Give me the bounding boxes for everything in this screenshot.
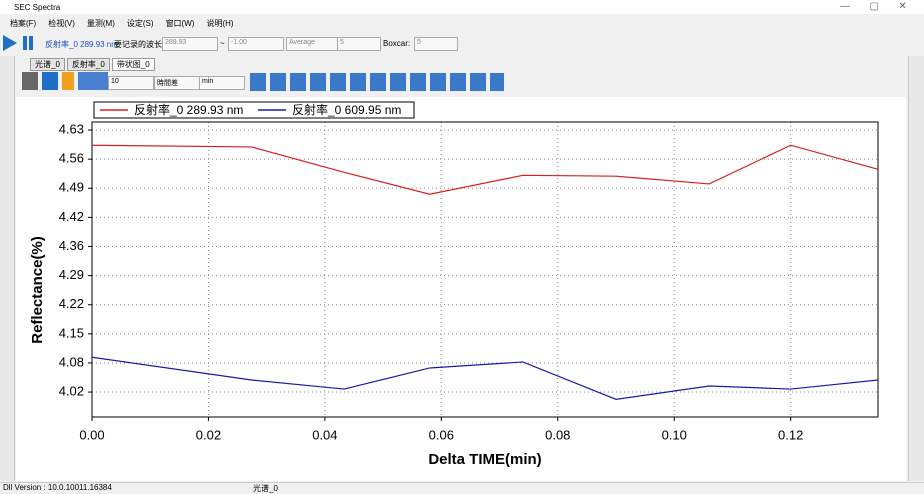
menu-item[interactable]: 设定(S) <box>126 19 154 28</box>
x-tick-label: 0.00 <box>79 427 104 442</box>
y-axis-title: Reflectance(%) <box>29 236 46 344</box>
right-dock <box>908 56 924 481</box>
x-tick-label: 0.02 <box>196 427 221 442</box>
avg-select[interactable]: 5 <box>337 37 381 51</box>
menu-item[interactable]: 量测(M) <box>86 19 115 28</box>
count-select[interactable]: 10 <box>108 76 154 90</box>
x-tick-label: 0.12 <box>778 427 803 442</box>
left-dock <box>0 56 15 481</box>
tab[interactable]: 带状图_0 <box>111 58 155 71</box>
series-line <box>91 144 879 195</box>
y-tick-label: 4.08 <box>59 354 84 369</box>
sep: ~ <box>220 39 225 48</box>
y-tick-label: 4.29 <box>59 267 84 282</box>
menu-item[interactable]: 说明(H) <box>206 19 234 28</box>
chart-area <box>16 97 906 481</box>
channel-label: 反射率_0 289.93 nm <box>45 40 118 49</box>
menu-item[interactable]: 窗口(W) <box>165 19 195 28</box>
wl-to[interactable]: -1.00 <box>228 37 284 51</box>
window-title: SEC Spectra <box>14 3 61 12</box>
x-axis-title: Delta TIME(min) <box>428 451 541 468</box>
y-tick-label: 4.49 <box>59 180 84 195</box>
status-item: 光谱_0 <box>253 484 278 493</box>
wl-from[interactable]: 289.93 <box>162 37 218 51</box>
boxcar-select[interactable]: 5 <box>414 37 458 51</box>
status-bar <box>0 482 924 493</box>
x-tick-label: 0.08 <box>545 427 570 442</box>
plot-frame <box>91 121 879 418</box>
y-tick-label: 4.63 <box>59 121 84 136</box>
y-tick-label: 4.56 <box>59 151 84 166</box>
legend-box <box>93 101 415 119</box>
tab-strip: 光谱_0 反射率_0 带状图_0 <box>30 58 155 71</box>
y-tick-label: 4.15 <box>59 325 84 340</box>
status-version: Dll Version : 10.0.10011.16384 <box>3 483 112 492</box>
unit-select[interactable]: min <box>199 76 245 90</box>
record-label: 要记录的波长: <box>114 40 165 49</box>
y-tick-label: 4.36 <box>59 238 84 253</box>
legend-label: 反射率_0 609.95 nm <box>292 102 401 117</box>
x-tick-label: 0.04 <box>312 427 337 442</box>
chart-tools[interactable] <box>22 72 108 90</box>
menu-item[interactable]: 检视(V) <box>48 19 75 28</box>
chart-actions[interactable] <box>250 73 504 91</box>
menu-bar: 档案(F) 检视(V) 量测(M) 设定(S) 窗口(W) 说明(H) <box>10 18 234 29</box>
series-line <box>91 356 879 400</box>
y-tick-label: 4.22 <box>59 296 84 311</box>
y-tick-label: 4.02 <box>59 383 84 398</box>
menu-item[interactable]: 档案(F) <box>10 19 37 28</box>
x-tick-label: 0.10 <box>662 427 687 442</box>
legend-label: 反射率_0 289.93 nm <box>134 102 243 117</box>
tab[interactable]: 光谱_0 <box>30 58 65 71</box>
pause-button[interactable] <box>23 36 33 50</box>
boxcar-label: Boxcar: <box>383 39 411 48</box>
y-tick-label: 4.42 <box>59 209 84 224</box>
tab[interactable]: 反射率_0 <box>66 58 110 71</box>
title-bar <box>0 0 924 14</box>
window-controls[interactable]: — ▢ ✕ <box>840 1 907 12</box>
x-tick-label: 0.06 <box>429 427 454 442</box>
